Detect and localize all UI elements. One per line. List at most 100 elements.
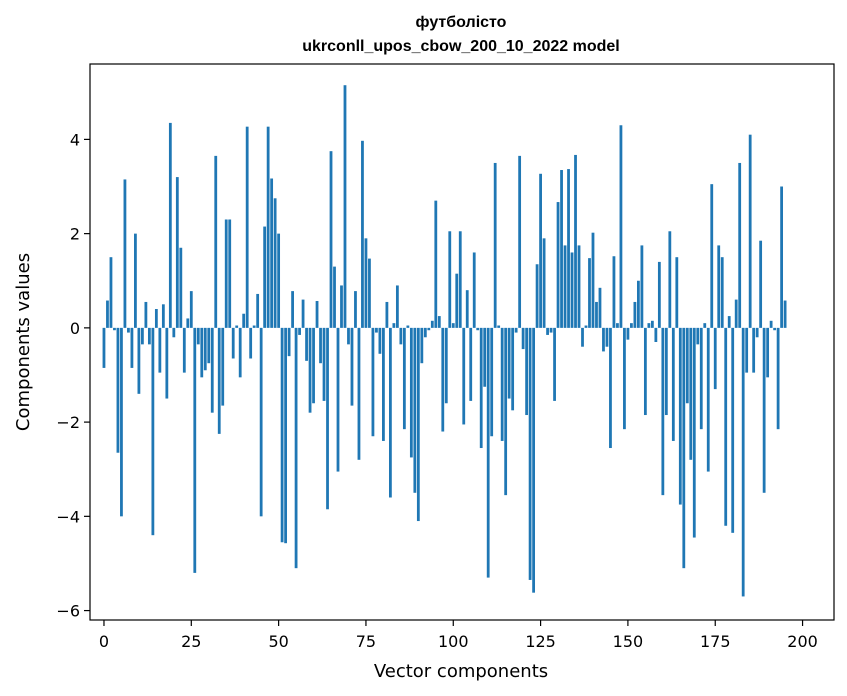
- bar-64: [326, 327, 329, 510]
- bar-120: [521, 327, 525, 350]
- x-axis-ticks: 0 25 50 75 100 125 150 175 200: [99, 620, 818, 651]
- bar-50: [277, 233, 281, 328]
- bar-35: [224, 219, 228, 328]
- bar-57: [301, 299, 305, 328]
- bar-3: [113, 327, 116, 331]
- bar-108: [479, 327, 483, 449]
- bar-62: [319, 327, 322, 364]
- y-tick-label: −6: [56, 602, 80, 621]
- bar-139: [588, 258, 591, 328]
- bar-2: [109, 257, 113, 328]
- bar-182: [738, 162, 742, 328]
- bar-85: [399, 327, 403, 345]
- bar-136: [577, 245, 581, 328]
- bar-89: [413, 327, 417, 493]
- bars-group: [102, 85, 787, 597]
- bar-116: [507, 327, 511, 399]
- bar-175: [713, 327, 717, 390]
- bar-180: [731, 327, 735, 533]
- plot-frame: [89, 63, 835, 621]
- bar-173: [706, 327, 710, 472]
- bar-103: [462, 327, 466, 425]
- bar-40: [242, 313, 246, 328]
- bar-72: [354, 291, 357, 328]
- bar-22: [179, 247, 183, 328]
- bar-126: [542, 238, 546, 328]
- bar-42: [249, 327, 253, 359]
- bar-119: [518, 155, 522, 328]
- bar-59: [308, 327, 312, 413]
- bar-145: [609, 327, 612, 449]
- x-tick-label: 0: [99, 632, 109, 651]
- bar-19: [168, 122, 172, 328]
- bar-82: [388, 327, 392, 498]
- bar-127: [546, 327, 549, 335]
- bar-12: [144, 301, 148, 328]
- bar-41: [245, 126, 249, 328]
- bar-194: [780, 186, 784, 328]
- bar-46: [263, 226, 267, 328]
- bar-138: [584, 325, 588, 328]
- bar-71: [350, 327, 354, 406]
- y-tick-label: 0: [70, 319, 80, 338]
- bar-84: [395, 285, 399, 328]
- bar-48: [270, 178, 274, 328]
- bar-191: [769, 320, 773, 328]
- bar-177: [720, 257, 724, 328]
- bar-168: [689, 327, 693, 460]
- bar-96: [437, 316, 441, 328]
- bar-76: [368, 258, 371, 328]
- bar-140: [591, 232, 595, 328]
- bar-135: [574, 154, 577, 328]
- bar-26: [193, 327, 197, 573]
- bar-131: [560, 170, 563, 328]
- bar-53: [287, 327, 291, 357]
- bar-56: [298, 327, 301, 335]
- bar-189: [762, 327, 766, 493]
- bar-157: [650, 320, 654, 328]
- bar-32: [214, 155, 218, 328]
- bar-33: [217, 327, 221, 434]
- bar-109: [483, 327, 487, 387]
- bar-93: [427, 327, 431, 331]
- bar-193: [776, 327, 780, 430]
- bar-49: [273, 198, 277, 328]
- bar-112: [493, 162, 497, 328]
- bar-179: [727, 316, 731, 328]
- bar-66: [333, 266, 336, 328]
- bar-97: [441, 327, 445, 432]
- y-tick-label: −2: [56, 413, 80, 432]
- bar-142: [598, 287, 602, 328]
- bar-154: [640, 245, 644, 328]
- bar-16: [158, 327, 162, 373]
- bar-133: [567, 169, 570, 328]
- x-tick-label: 200: [787, 632, 818, 651]
- bar-81: [385, 301, 389, 328]
- y-tick-label: 2: [70, 225, 80, 244]
- bar-152: [633, 301, 637, 328]
- bar-58: [305, 327, 308, 361]
- bar-192: [773, 327, 777, 331]
- bar-99: [448, 231, 452, 328]
- bar-159: [657, 261, 661, 328]
- bar-143: [602, 327, 605, 352]
- bar-37: [231, 327, 235, 359]
- bar-181: [734, 299, 738, 328]
- bar-129: [553, 327, 556, 401]
- bar-137: [581, 327, 584, 347]
- bar-52: [284, 327, 288, 544]
- bar-151: [630, 323, 633, 328]
- x-tick-label: 100: [438, 632, 469, 651]
- bar-65: [329, 151, 333, 328]
- bar-146: [612, 256, 616, 328]
- bar-34: [221, 327, 225, 406]
- bar-158: [654, 327, 658, 342]
- bar-68: [340, 285, 343, 328]
- bar-160: [661, 327, 665, 496]
- bar-153: [636, 280, 640, 328]
- bar-113: [497, 325, 501, 328]
- bar-17: [161, 304, 165, 328]
- y-tick-label: 4: [70, 130, 80, 149]
- bar-155: [643, 327, 647, 416]
- y-axis-label: Components values: [13, 253, 34, 431]
